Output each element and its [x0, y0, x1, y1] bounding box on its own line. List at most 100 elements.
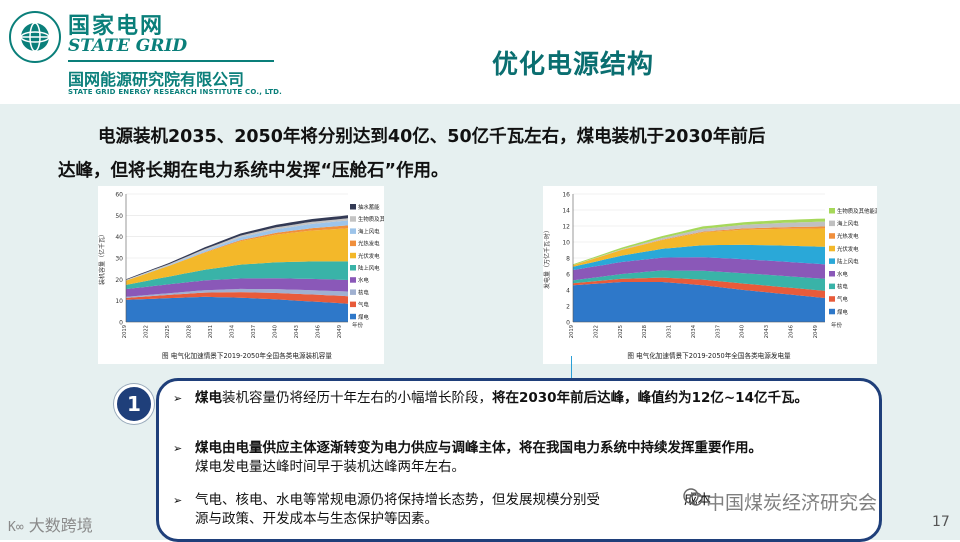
area-陆上风电	[573, 244, 825, 270]
x-tick-label: 2049	[813, 325, 819, 338]
y-tick-label: 6	[566, 272, 570, 279]
x-axis-label: 年份	[831, 321, 843, 329]
section-number-badge: 1	[114, 384, 154, 424]
bullet-1: ➢ 煤电装机容量仍将经历十年左右的小幅增长阶段，将在2030年前后达峰，峰值约为…	[173, 389, 863, 408]
bullet-2-lead: 煤电由电量供应主体逐渐转变为电力供应与调峰主体，将在我国电力系统中持续发挥重要作…	[195, 440, 762, 456]
y-tick-label: 16	[562, 192, 570, 199]
legend-label: 海上风电	[837, 220, 859, 228]
x-tick-label: 2022	[593, 325, 599, 338]
legend-swatch	[350, 313, 356, 320]
bullet-arrow-icon: ➢	[173, 442, 183, 455]
legend-swatch	[829, 308, 835, 315]
x-tick-label: 2034	[691, 324, 697, 338]
bullet-1-tail: 将在2030年前后达峰，峰值约为12亿~14亿千瓦。	[492, 390, 808, 406]
x-tick-label: 2046	[315, 325, 321, 338]
legend-swatch	[350, 252, 356, 259]
legend-swatch	[350, 240, 356, 247]
x-tick-label: 2043	[764, 325, 770, 338]
legend-label: 核电	[837, 283, 848, 291]
bullet-3-text: 气电、核电、水电等常规电源仍将保持增长态势，但发展规模分别受	[195, 492, 600, 508]
logo-divider	[68, 60, 274, 62]
x-tick-label: 2031	[208, 325, 214, 338]
connector-line	[571, 356, 572, 378]
institute-name-cn: 国网能源研究院有限公司	[68, 70, 245, 89]
legend-label: 生物质及其他能源发电	[837, 207, 877, 215]
legend-label: 核电	[358, 288, 369, 296]
area-煤电	[573, 282, 825, 322]
institute-name-en: STATE GRID ENERGY RESEARCH INSTITUTE CO.…	[68, 88, 283, 96]
area-煤电	[126, 296, 348, 322]
legend-swatch	[350, 228, 356, 234]
legend-label: 海上风电	[358, 227, 380, 235]
bullet-arrow-icon: ➢	[173, 494, 183, 507]
bullet-2-text: 煤电发电量达峰时间早于装机达峰两年左右。	[195, 459, 465, 475]
legend-swatch	[829, 208, 835, 214]
wechat-icon	[683, 488, 703, 506]
y-tick-label: 10	[562, 240, 570, 247]
x-tick-label: 2028	[642, 325, 648, 338]
y-tick-label: 0	[566, 320, 570, 327]
y-tick-label: 20	[115, 277, 123, 284]
headline: 电源装机2035、2050年将分别达到40亿、50亿千瓦左右，煤电装机于2030…	[58, 120, 918, 188]
legend-swatch	[829, 220, 835, 227]
y-tick-label: 2	[566, 304, 570, 311]
x-tick-label: 2031	[667, 325, 673, 338]
legend-label: 光伏发电	[837, 245, 859, 253]
legend-label: 煤电	[837, 308, 848, 316]
y-tick-label: 12	[562, 224, 570, 231]
watermark-text: 中国煤炭经济研究会	[706, 492, 878, 514]
legend-swatch	[350, 204, 356, 210]
headline-line-1: 电源装机2035、2050年将分别达到40亿、50亿千瓦左右，煤电装机于2030…	[98, 127, 766, 147]
key-points-box: ➢ 煤电装机容量仍将经历十年左右的小幅增长阶段，将在2030年前后达峰，峰值约为…	[156, 378, 882, 542]
capacity-chart: 0 10 20 30 40 50 60 2019 2022 2025 2028 2031 2034 203…	[98, 186, 384, 364]
legend-label: 煤电	[358, 313, 369, 321]
legend-label: 光伏发电	[358, 252, 380, 260]
legend-swatch	[829, 296, 835, 302]
legend-label: 抽水蓄能	[358, 203, 380, 211]
brand-logo-icon: K∞	[8, 520, 24, 535]
x-axis-label: 年份	[352, 321, 364, 329]
x-tick-label: 2049	[337, 325, 343, 338]
x-tick-label: 2040	[272, 325, 278, 338]
area-海上风电	[126, 220, 348, 281]
bullet-1-text: 装机容量仍将经历十年左右的小幅增长阶段，	[222, 390, 492, 406]
x-tick-label: 2037	[251, 325, 257, 338]
slide-title: 优化电源结构	[492, 50, 655, 80]
legend-label: 生物质及其他能源发电	[358, 215, 384, 223]
legend-swatch	[350, 289, 356, 295]
brand-name: 大数跨境	[28, 516, 93, 535]
area-核电	[573, 270, 825, 291]
legend-swatch	[829, 283, 835, 290]
legend-swatch	[829, 271, 835, 277]
chart-title: 图 电气化加速情景下2019-2050年全国各类电源装机容量	[162, 351, 332, 360]
area-陆上风电	[126, 261, 348, 290]
slide-header	[0, 0, 960, 104]
area-光伏发电	[126, 228, 348, 285]
legend-swatch	[350, 301, 356, 308]
y-axis-label: 装机容量（亿千瓦）	[98, 231, 106, 285]
bullet-arrow-icon: ➢	[173, 392, 183, 405]
y-tick-label: 8	[566, 256, 570, 263]
area-光伏发电	[573, 228, 825, 267]
x-tick-label: 2046	[789, 325, 795, 338]
bullet-3-line2: 源与政策、开发成本与生态保护等因素。	[195, 511, 438, 527]
legend-swatch	[829, 245, 835, 252]
area-水电	[573, 257, 825, 281]
area-海上风电	[573, 221, 825, 266]
x-tick-label: 2034	[229, 324, 235, 338]
y-tick-label: 0	[119, 320, 123, 327]
x-tick-label: 2025	[618, 325, 624, 338]
x-tick-label: 2043	[294, 325, 300, 338]
legend-label: 气电	[358, 301, 369, 309]
generation-chart-svg: 0 2 4 6 8 10 12 14 16 2019 2022 2025 2028 2031 2034 203…	[543, 192, 877, 361]
y-tick-label: 50	[115, 213, 123, 220]
org-name-cn: 国家电网	[68, 14, 165, 39]
org-name-en: STATE GRID	[68, 36, 188, 56]
capacity-chart-svg: 0 10 20 30 40 50 60 2019 2022 2025 2028 2031 2034 203…	[98, 192, 384, 361]
legend-label: 水电	[358, 276, 369, 284]
y-tick-label: 60	[115, 192, 123, 199]
x-tick-label: 2037	[715, 325, 721, 338]
legend-swatch	[350, 277, 356, 283]
generation-chart: 0 2 4 6 8 10 12 14 16 2019 2022 2025 2028 2031 2034 203…	[543, 186, 877, 364]
y-axis-label: 发电量（万亿千瓦·时）	[543, 227, 551, 289]
